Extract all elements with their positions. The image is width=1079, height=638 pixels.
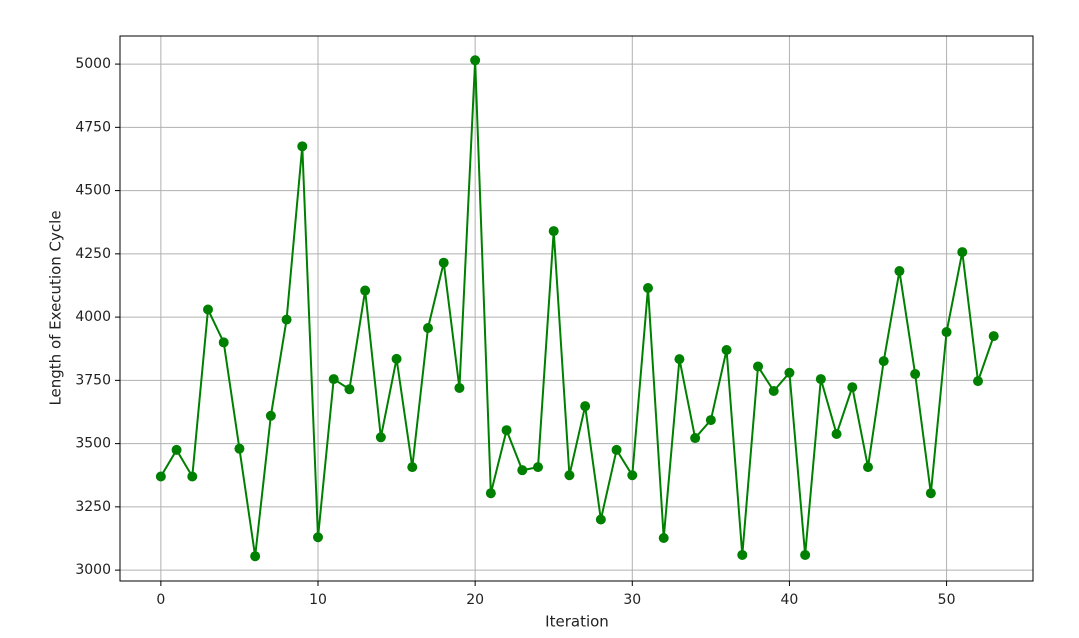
y-tick-label: 4000 [75,309,111,325]
marker [265,410,276,421]
marker [407,462,418,473]
marker [344,384,355,395]
y-tick-label: 3750 [75,372,111,388]
marker [721,344,732,355]
y-tick-label: 3250 [75,499,111,515]
marker [580,401,591,412]
marker [155,471,166,482]
marker [360,285,371,296]
y-tick-label: 3000 [75,562,111,578]
marker [454,382,465,393]
marker [438,257,449,268]
x-tick-label: 30 [623,592,641,608]
y-tick-label: 3500 [75,436,111,452]
marker [533,462,543,473]
x-tick-label: 20 [466,592,484,608]
x-tick-label: 0 [156,592,165,608]
marker [941,327,952,338]
marker [517,465,528,476]
marker [218,337,229,348]
marker [863,462,873,473]
marker [973,376,983,387]
x-axis-label: Iteration [545,613,609,631]
marker [737,549,748,560]
marker [391,353,402,364]
marker [847,382,858,393]
marker [470,55,481,66]
y-tick-label: 5000 [75,56,111,72]
marker [627,470,638,481]
x-tick-label: 40 [781,592,799,608]
marker [187,471,198,482]
marker [423,322,433,333]
marker [595,514,606,525]
y-axis-label: Length of Execution Cycle [47,210,65,405]
marker [753,361,763,372]
marker [705,415,716,426]
marker [611,444,622,455]
marker [658,532,669,543]
marker [878,356,889,367]
marker [894,266,905,277]
marker [250,551,261,562]
marker [234,443,245,454]
marker [768,385,779,396]
y-tick-label: 4500 [75,183,111,199]
x-tick-label: 50 [938,592,956,608]
marker [643,283,653,294]
marker [564,470,575,481]
marker [485,488,496,499]
line [159,60,995,557]
marker [375,432,386,443]
marker [815,374,826,385]
marker [674,354,685,365]
x-tick-label: 10 [309,592,327,608]
marker [800,549,811,560]
marker [501,425,512,436]
marker [784,367,795,378]
marker [328,374,339,385]
marker [831,428,842,439]
marker [988,331,999,342]
marker [925,488,936,499]
plot-frame [119,35,1034,582]
marker [171,444,182,455]
y-tick-label: 4250 [75,246,111,262]
marker [957,247,968,258]
y-tick-label: 4750 [75,119,111,135]
marker [313,532,323,543]
marker [203,304,213,315]
marker [281,314,292,325]
marker [910,369,921,380]
marker [690,433,701,444]
marker [297,141,308,152]
marker [548,226,559,237]
